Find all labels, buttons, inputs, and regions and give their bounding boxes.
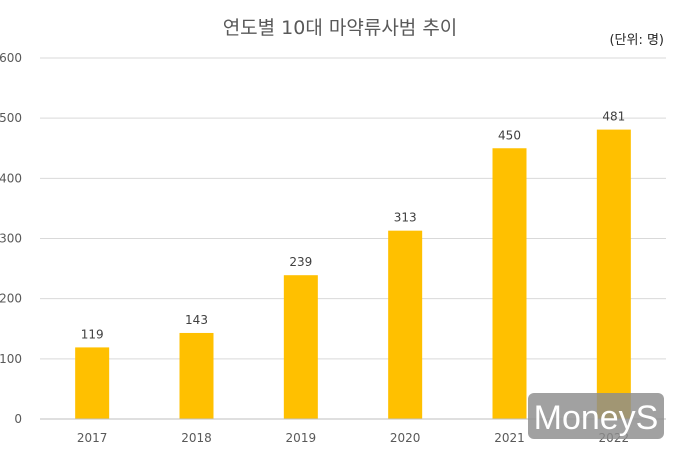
y-tick-label: 300: [0, 232, 22, 246]
bar-2019: [283, 275, 318, 419]
moneys-watermark: MoneyS: [528, 393, 664, 439]
chart-title: 연도별 10대 마약류사범 추이: [223, 17, 458, 39]
watermark-background: [528, 393, 664, 439]
data-label-2019: 239: [289, 255, 312, 269]
watermark-text: MoneyS: [534, 399, 659, 437]
gridlines: [40, 57, 666, 360]
data-label-2017: 119: [81, 327, 104, 341]
y-tick-label: 0: [14, 412, 22, 426]
bar-2017: [75, 347, 110, 419]
y-axis-ticks: 0 100 200 300 400 500 600: [0, 51, 22, 426]
y-tick-label: 200: [0, 292, 22, 306]
y-tick-label: 100: [0, 352, 22, 366]
bar-2021: [492, 148, 527, 419]
unit-label: (단위: 명): [609, 33, 664, 48]
x-axis-ticks: 201720182019202020212022: [77, 431, 629, 445]
data-label-2022: 481: [602, 110, 625, 124]
x-tick-label-2017: 2017: [77, 431, 108, 445]
bar-2022: [596, 129, 631, 419]
bar-2020: [388, 230, 423, 419]
x-tick-label-2020: 2020: [390, 431, 421, 445]
y-tick-label: 400: [0, 171, 22, 185]
bar-2018: [179, 332, 214, 419]
y-tick-label: 600: [0, 51, 22, 65]
y-tick-label: 500: [0, 111, 22, 125]
x-tick-label-2021: 2021: [494, 431, 525, 445]
data-label-2018: 143: [185, 313, 208, 327]
x-tick-label-2018: 2018: [181, 431, 212, 445]
data-labels: 119 143 239 313 450 481: [81, 110, 626, 342]
data-label-2021: 450: [498, 128, 521, 142]
x-tick-label-2019: 2019: [286, 431, 317, 445]
data-label-2020: 313: [394, 211, 417, 225]
bars: [75, 129, 631, 419]
